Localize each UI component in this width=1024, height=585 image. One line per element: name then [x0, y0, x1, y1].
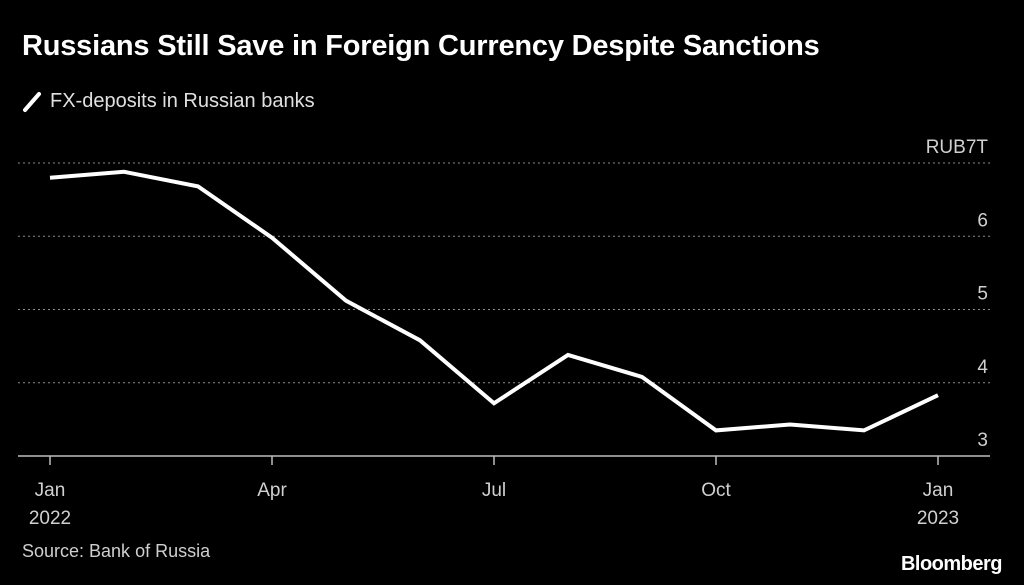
y-tick-label: 5: [977, 284, 988, 305]
legend-label: FX-deposits in Russian banks: [50, 90, 315, 112]
y-tick-label: 3: [977, 430, 988, 451]
source-note: Source: Bank of Russia: [22, 541, 211, 561]
bloomberg-logo: Bloomberg: [900, 553, 1003, 575]
series-line: [49, 169, 939, 433]
x-tick-sublabel: 2022: [29, 508, 71, 529]
y-tick-label: 6: [977, 210, 988, 231]
y-tick-label: 4: [977, 357, 988, 378]
chart-title: Russians Still Save in Foreign Currency …: [22, 30, 820, 62]
legend-line-icon: [23, 91, 41, 112]
x-tick-label: Jul: [482, 480, 506, 501]
y-tick-label: RUB7T: [926, 137, 989, 158]
x-tick-label: Oct: [701, 480, 731, 501]
legend: FX-deposits in Russian banks: [22, 90, 315, 113]
x-tick-label: Jan: [35, 480, 66, 501]
x-tick-label: Apr: [257, 480, 287, 501]
x-tick-label: Jan: [923, 480, 954, 501]
x-tick-sublabel: 2023: [917, 508, 959, 529]
